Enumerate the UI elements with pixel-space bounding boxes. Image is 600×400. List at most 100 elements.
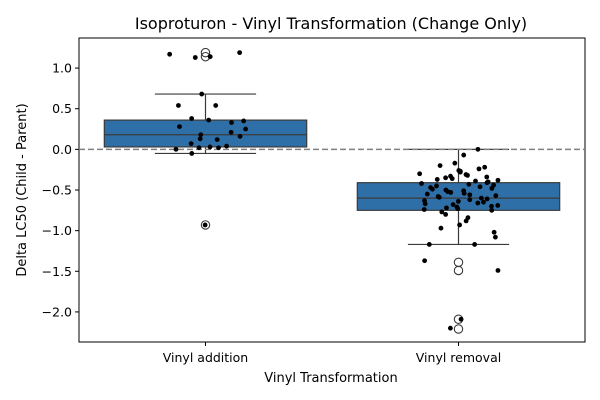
data-point	[444, 205, 449, 211]
data-point	[475, 200, 481, 206]
data-point	[207, 144, 213, 150]
data-point	[458, 316, 464, 322]
data-point	[177, 124, 182, 129]
data-point	[473, 178, 478, 184]
outlier-marker	[200, 220, 211, 230]
outlier-marker	[453, 257, 464, 268]
box-group	[356, 148, 561, 334]
data-point	[457, 169, 463, 175]
data-point	[434, 177, 440, 182]
box-iqr	[103, 119, 308, 148]
data-point	[455, 206, 461, 212]
y-tick-label: −1.0	[42, 223, 72, 238]
outlier-marker	[453, 324, 464, 334]
data-point	[436, 194, 442, 200]
data-point	[192, 55, 198, 60]
data-point	[495, 177, 501, 183]
data-point	[482, 164, 488, 170]
y-tick-label: −1.5	[42, 264, 72, 279]
data-point	[467, 192, 473, 198]
data-point	[457, 222, 463, 228]
data-point	[492, 234, 498, 240]
y-tick-label: −0.5	[42, 183, 72, 198]
data-point	[243, 126, 248, 132]
data-point	[466, 181, 472, 187]
data-point	[475, 146, 481, 152]
data-point	[450, 202, 456, 208]
data-point	[452, 160, 458, 166]
data-point	[476, 166, 482, 172]
data-point	[188, 141, 194, 147]
plot-area: 1.0 0.5 0.0 −0.5 −1.0 −1.5 −2.0 Vinyl addition V…	[42, 37, 586, 365]
data-point	[167, 51, 173, 57]
data-point	[214, 137, 220, 143]
data-point	[489, 207, 495, 213]
x-tick-label: Vinyl addition	[163, 350, 248, 365]
y-tick-label: 0.0	[52, 142, 72, 157]
data-point	[493, 193, 499, 199]
data-point	[439, 209, 445, 215]
data-point	[438, 225, 444, 231]
data-point	[224, 143, 229, 149]
data-point	[430, 186, 435, 192]
y-tick-label: −2.0	[42, 304, 72, 319]
data-point	[197, 136, 203, 142]
data-point	[207, 54, 213, 60]
data-point	[484, 180, 490, 186]
data-point	[241, 118, 247, 124]
data-point	[443, 211, 449, 217]
data-point	[447, 325, 453, 331]
y-tick-label: 1.0	[52, 61, 72, 76]
data-point	[463, 218, 469, 224]
data-point	[484, 174, 490, 180]
data-point	[189, 116, 195, 121]
data-point	[206, 117, 212, 123]
data-point	[176, 103, 181, 108]
box-group	[103, 47, 308, 230]
chart-title: Isoproturon - Vinyl Transformation (Chan…	[135, 14, 527, 33]
data-point	[422, 258, 428, 264]
y-tick-label: 0.5	[52, 101, 72, 116]
data-point	[213, 103, 219, 108]
data-point	[419, 181, 424, 186]
data-point	[461, 152, 467, 158]
outlier-marker	[453, 265, 464, 276]
data-point	[477, 184, 483, 190]
data-point	[216, 145, 221, 151]
data-point	[229, 120, 234, 125]
data-point	[421, 207, 427, 212]
data-point	[202, 222, 208, 228]
data-point	[434, 183, 439, 189]
data-point	[422, 201, 428, 207]
x-axis-label: Vinyl Transformation	[264, 371, 397, 386]
data-point	[424, 191, 430, 197]
data-point	[228, 129, 234, 135]
x-tick-label: Vinyl removal	[416, 350, 501, 365]
data-point	[237, 50, 243, 56]
data-point	[484, 196, 490, 202]
data-point	[437, 163, 443, 169]
data-point	[489, 203, 494, 209]
data-point	[491, 229, 497, 235]
data-point	[455, 198, 461, 204]
data-point	[461, 190, 467, 196]
data-point	[173, 146, 179, 152]
data-point	[189, 151, 195, 156]
data-point	[472, 242, 478, 247]
data-point	[448, 190, 454, 195]
data-point	[495, 203, 501, 208]
data-point	[443, 175, 449, 181]
data-point	[489, 185, 495, 191]
data-point	[237, 133, 243, 139]
data-point	[467, 197, 473, 203]
data-point	[478, 195, 484, 201]
data-point	[196, 145, 202, 151]
data-point	[481, 199, 486, 205]
data-point	[199, 91, 205, 97]
data-point	[449, 176, 455, 182]
data-point	[495, 268, 501, 273]
data-point	[465, 172, 470, 178]
y-axis-label: Delta LC50 (Child - Parent)	[15, 103, 30, 276]
outlier-marker	[200, 47, 211, 58]
data-point	[198, 132, 204, 138]
